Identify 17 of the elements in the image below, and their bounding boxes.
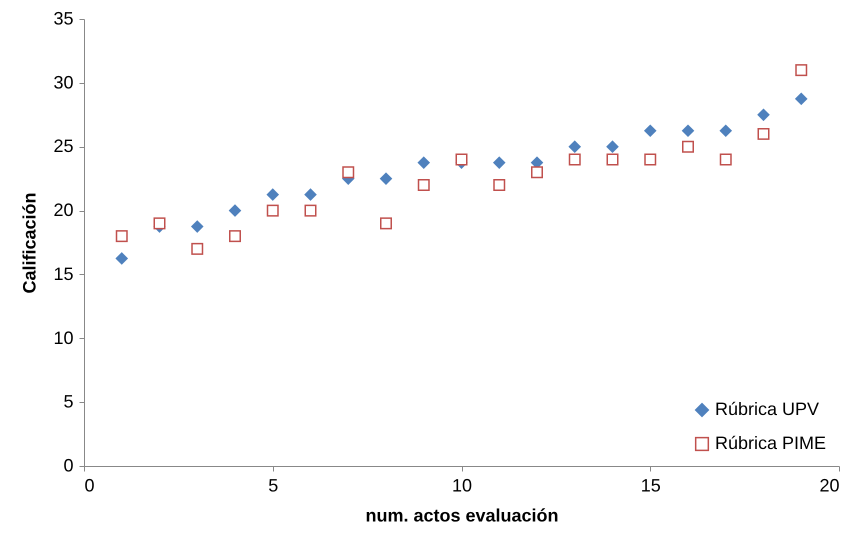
- x-tick-label: 20: [819, 476, 840, 496]
- y-tick-label: 30: [53, 72, 74, 92]
- x-tick-label: 0: [84, 476, 95, 496]
- y-tick-label: 25: [53, 136, 74, 156]
- y-tick-label: 20: [53, 200, 74, 220]
- y-tick-label: 10: [53, 328, 74, 348]
- y-axis-title: Calificación: [19, 192, 40, 294]
- y-tick-label: 15: [53, 264, 74, 284]
- y-tick-label: 0: [63, 456, 74, 476]
- y-tick-label: 35: [53, 8, 74, 28]
- x-axis-title: num. actos evaluación: [365, 506, 559, 526]
- legend-label: Rúbrica UPV: [715, 399, 820, 419]
- legend-label: Rúbrica PIME: [715, 433, 826, 453]
- x-tick-label: 15: [640, 476, 661, 496]
- x-tick-label: 10: [452, 476, 472, 496]
- x-tick-label: 5: [268, 476, 278, 496]
- y-tick-label: 5: [63, 392, 74, 412]
